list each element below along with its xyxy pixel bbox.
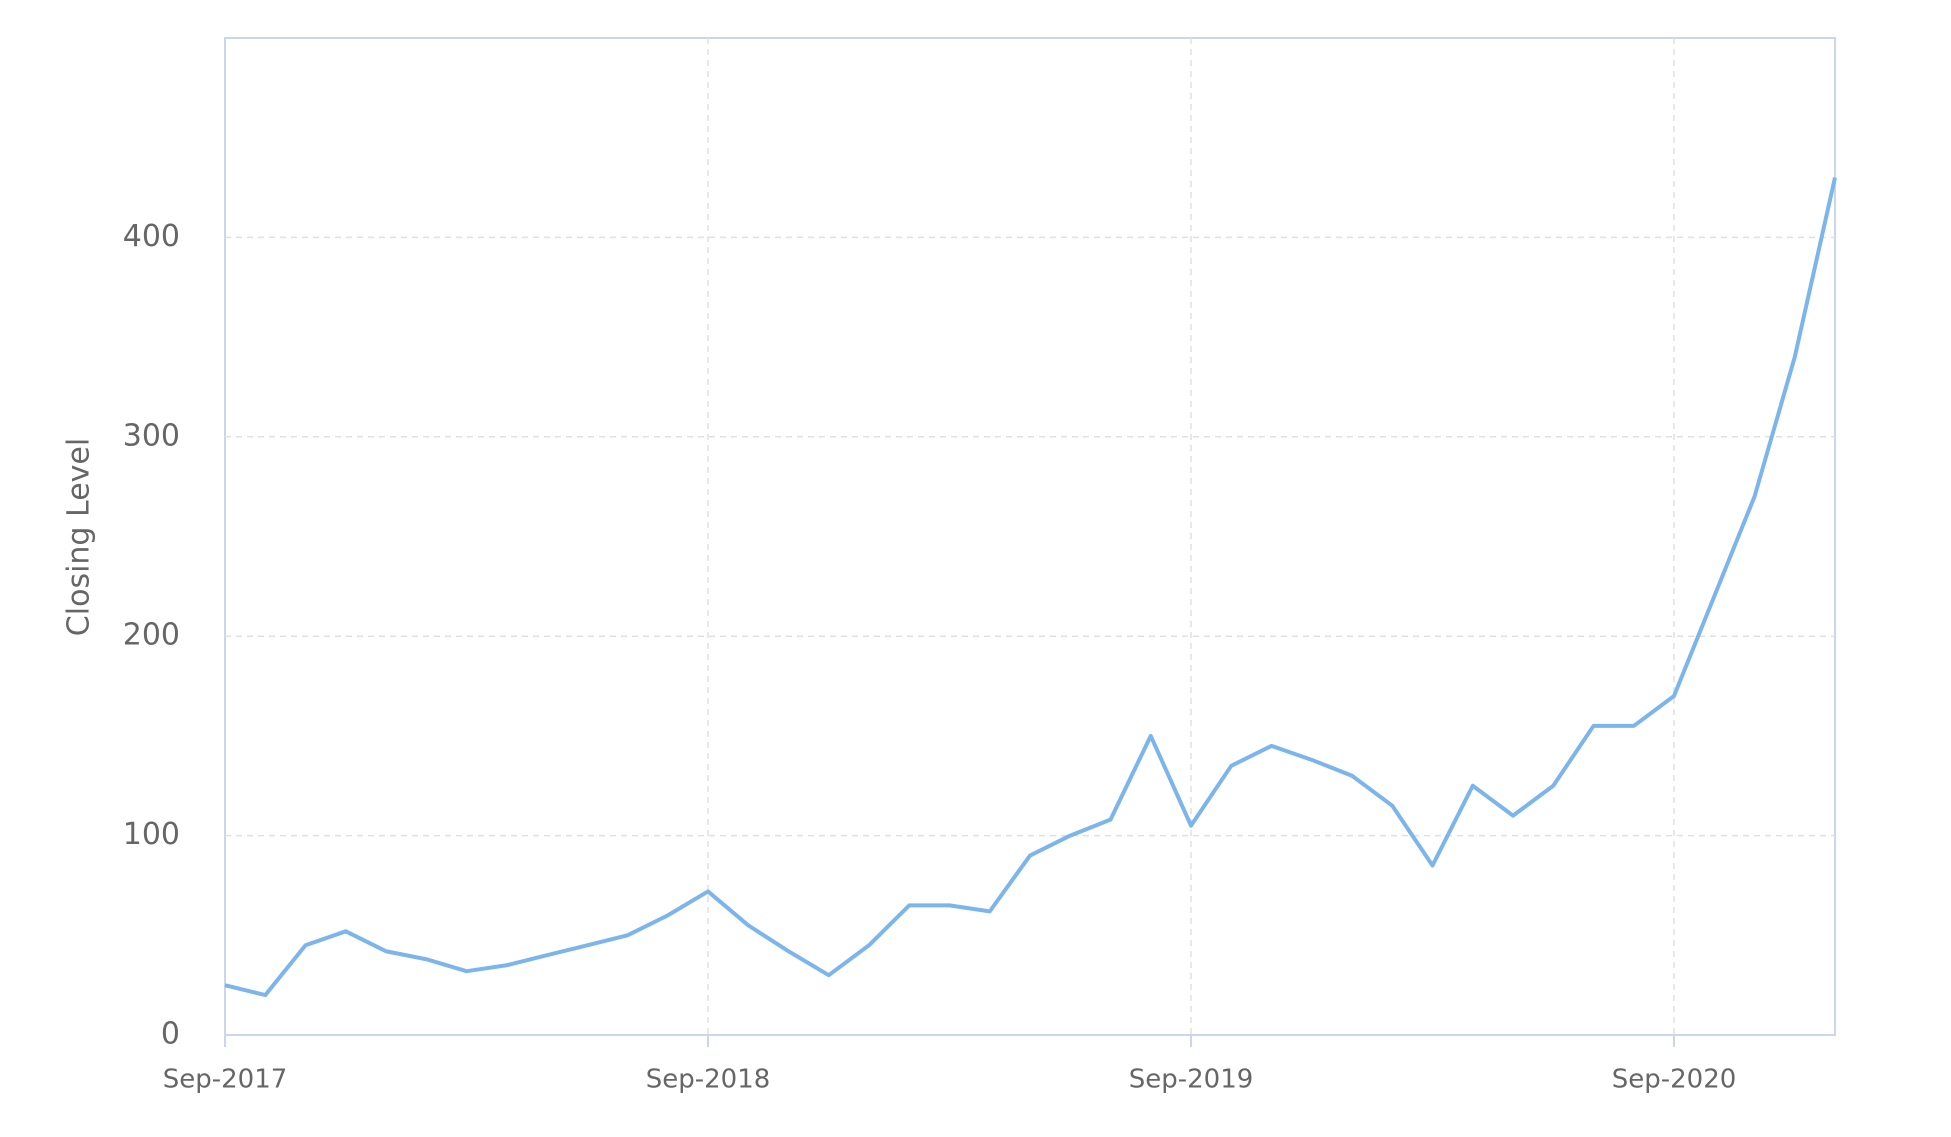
plot-border xyxy=(224,37,1836,1036)
y-tick-label: 300 xyxy=(123,418,180,453)
x-tick-label: Sep-2020 xyxy=(1612,1065,1737,1095)
x-tick-label: Sep-2017 xyxy=(163,1065,288,1095)
y-tick-label: 200 xyxy=(123,618,180,653)
y-axis-title: Closing Level xyxy=(62,438,97,636)
x-tick-label: Sep-2018 xyxy=(646,1065,771,1095)
y-tick-label: 400 xyxy=(123,219,180,254)
x-tick-label: Sep-2019 xyxy=(1129,1065,1254,1095)
y-tick-label: 100 xyxy=(123,817,180,852)
line-series xyxy=(224,177,1837,998)
y-tick-label: 0 xyxy=(161,1017,180,1052)
